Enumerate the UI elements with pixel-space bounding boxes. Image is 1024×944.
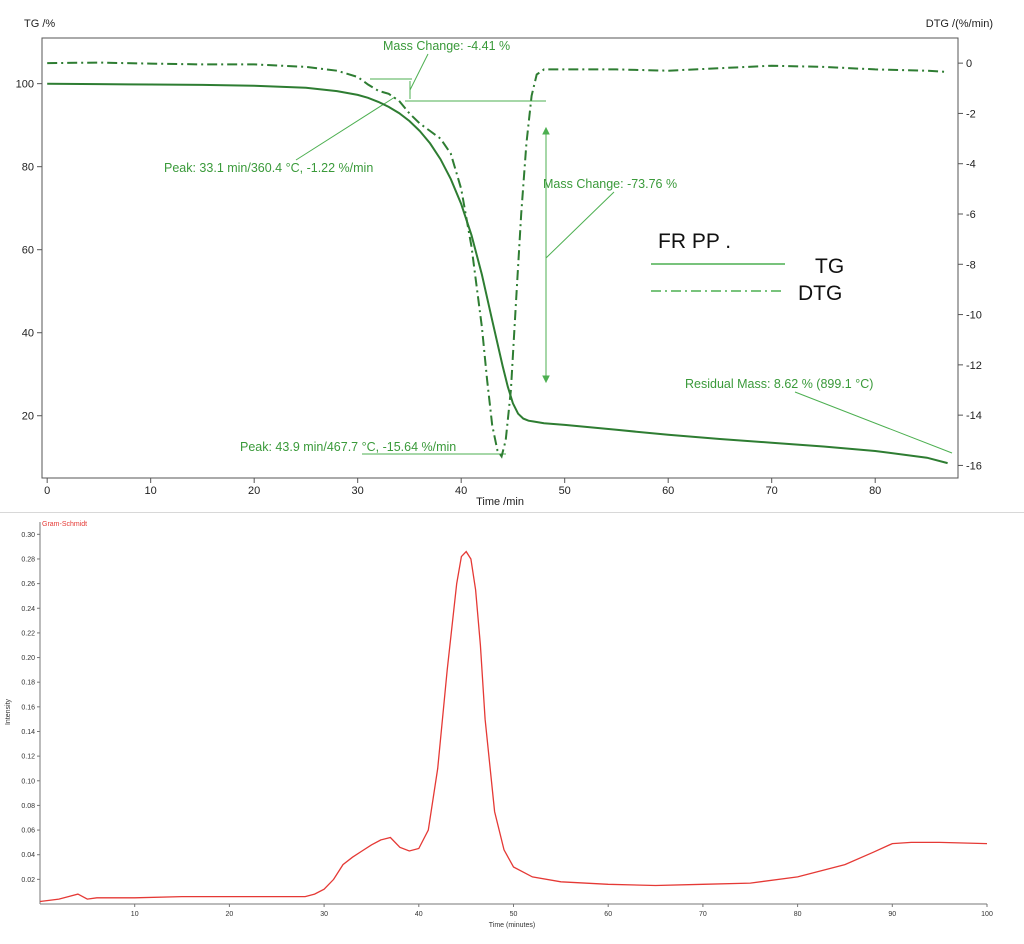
legend-label-tg: TG xyxy=(815,255,844,278)
annotation-mass-change-1: Mass Change: -4.41 % xyxy=(383,39,510,53)
peak-1-leader xyxy=(295,96,396,161)
y2-tick-label: -16 xyxy=(966,460,982,472)
annotation-mass-change-2: Mass Change: -73.76 % xyxy=(543,177,677,191)
y-axis-title-left: TG /% xyxy=(24,18,55,30)
plot-frame xyxy=(41,37,959,479)
tg-dtg-chart: TG /% DTG /(%/min) 0 10 20 30 40 50 60 70 80 20 40… xyxy=(16,18,993,508)
y-tick-label: 40 xyxy=(22,328,34,340)
y2-tick-label: -12 xyxy=(966,360,982,372)
annotation-residual-mass: Residual Mass: 8.62 % (899.1 °C) xyxy=(685,377,873,391)
y-tick-label: 0.12 xyxy=(21,754,35,761)
x-tick-label: 10 xyxy=(131,911,139,918)
x-axis-title: Time /min xyxy=(476,496,524,508)
y-tick-label: 0.14 xyxy=(21,729,35,736)
y-tick-label: 0.22 xyxy=(21,630,35,637)
x-tick-label: 70 xyxy=(699,911,707,918)
annotation-peak-1: Peak: 33.1 min/360.4 °C, -1.22 %/min xyxy=(164,161,373,175)
y2-tick-label: -10 xyxy=(966,310,982,322)
chart-divider xyxy=(0,512,1024,513)
y-tick-label: 0.30 xyxy=(21,532,35,539)
x-tick-label: 20 xyxy=(226,911,234,918)
y-tick-label: 20 xyxy=(22,411,34,423)
series-line-dtg xyxy=(47,61,948,459)
x-tick-label: 60 xyxy=(604,911,612,918)
legend: FR PP . TG DTG xyxy=(651,230,844,305)
x-tick-label: 50 xyxy=(559,485,571,497)
y2-tick-label: -14 xyxy=(966,410,982,422)
tg-axes-ticks: 0 10 20 30 40 50 60 70 80 20 40 60 80 100 0 -2 -4 -6 -8 -10… xyxy=(16,58,982,497)
y-tick-label: 0.18 xyxy=(21,680,35,687)
y-axis-title: Intensity xyxy=(5,698,12,725)
y-tick-label: 80 xyxy=(22,162,34,174)
mass-change-1-leader xyxy=(409,53,429,91)
mass-change-2-leader xyxy=(545,191,615,259)
y-tick-label: 60 xyxy=(22,245,34,257)
annotation-peak-2: Peak: 43.9 min/467.7 °C, -15.64 %/min xyxy=(240,440,456,454)
x-tick-label: 90 xyxy=(888,911,896,918)
arrowhead xyxy=(542,375,550,384)
legend-title: FR PP . xyxy=(658,230,731,253)
y-tick-label: 0.10 xyxy=(21,778,35,785)
y2-tick-label: -4 xyxy=(966,159,976,171)
x-tick-label: 10 xyxy=(145,485,157,497)
y-tick-label: 0.02 xyxy=(21,877,35,884)
x-tick-label: 30 xyxy=(352,485,364,497)
y-tick-label: 0.20 xyxy=(21,655,35,662)
x-tick-label: 40 xyxy=(455,485,467,497)
y2-tick-label: -8 xyxy=(966,259,976,271)
series-line-tg xyxy=(47,82,948,465)
x-tick-label: 70 xyxy=(766,485,778,497)
x-tick-label: 50 xyxy=(510,911,518,918)
y-tick-label: 0.24 xyxy=(21,606,35,613)
y-tick-label: 0.04 xyxy=(21,852,35,859)
x-tick-label: 80 xyxy=(794,911,802,918)
x-tick-label: 100 xyxy=(981,911,993,918)
x-tick-label: 20 xyxy=(248,485,260,497)
x-tick-label: 0 xyxy=(44,485,50,497)
y-tick-label: 0.26 xyxy=(21,581,35,588)
y2-tick-label: -6 xyxy=(966,209,976,221)
y-tick-label: 0.06 xyxy=(21,828,35,835)
residual-leader xyxy=(794,391,953,454)
x-tick-label: 60 xyxy=(662,485,674,497)
legend-label-dtg: DTG xyxy=(798,282,842,305)
y-tick-label: 0.16 xyxy=(21,704,35,711)
annotation-lines xyxy=(295,53,953,455)
chart-title: Gram-Schmidt xyxy=(42,521,87,528)
y-tick-label: 100 xyxy=(16,79,34,91)
gram-schmidt-chart: Gram-Schmidt 10 20 30 40 50 60 70 80 90 100 0.02 0.… xyxy=(5,521,993,929)
x-tick-label: 40 xyxy=(415,911,423,918)
arrowhead xyxy=(542,126,550,135)
gram-schmidt-axes-ticks: 10 20 30 40 50 60 70 80 90 100 0.02 0.04 0.06 0.08 0.1… xyxy=(21,532,993,918)
y-tick-label: 0.08 xyxy=(21,803,35,810)
y2-tick-label: 0 xyxy=(966,58,972,70)
series-line-gram-schmidt xyxy=(39,550,988,903)
y-tick-label: 0.28 xyxy=(21,556,35,563)
y2-tick-label: -2 xyxy=(966,108,976,120)
x-tick-label: 30 xyxy=(320,911,328,918)
y-axis-title-right: DTG /(%/min) xyxy=(926,18,993,30)
x-tick-label: 80 xyxy=(869,485,881,497)
x-axis-title: Time (minutes) xyxy=(489,922,535,929)
